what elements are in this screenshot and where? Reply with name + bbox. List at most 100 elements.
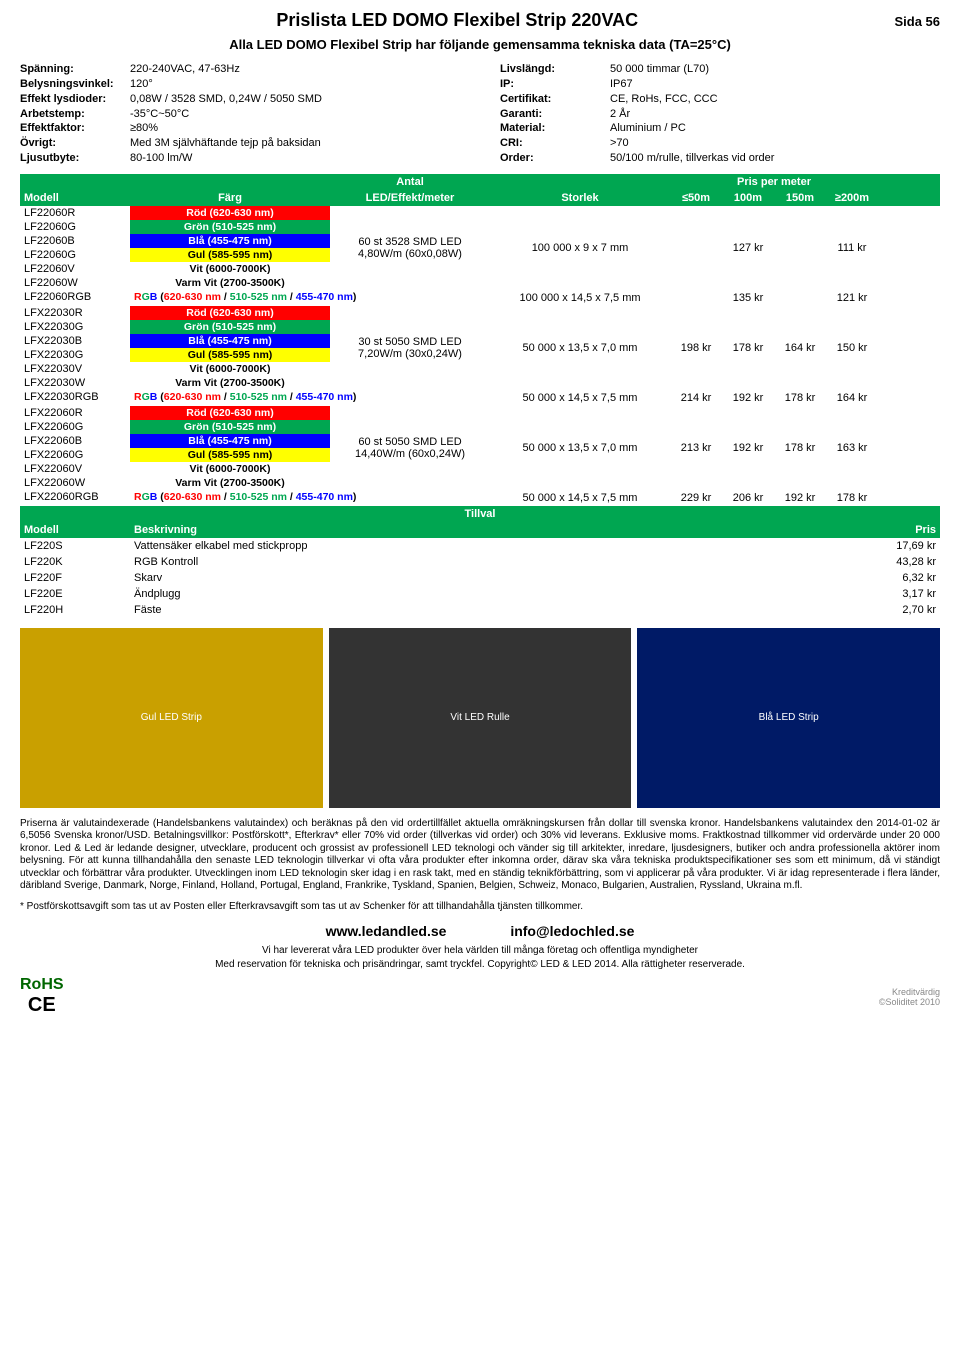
model-cell: LF22060G xyxy=(20,248,130,262)
header-100m: 100m xyxy=(722,190,774,206)
spec-value: 50 000 timmar (L70) xyxy=(610,62,940,77)
table-row: LFX22060G Grön (510-525 nm) xyxy=(20,420,330,434)
image-strip: Gul LED StripVit LED RulleBlå LED Strip xyxy=(20,628,940,808)
table-row: LFX22030G Grön (510-525 nm) xyxy=(20,320,330,334)
price-50m xyxy=(670,290,722,306)
model-cell: LFX22060V xyxy=(20,462,130,476)
color-swatch: Gul (585-595 nm) xyxy=(130,348,330,362)
tillval-pris: 3,17 kr xyxy=(860,586,940,602)
spec-value: ≥80% xyxy=(130,121,460,136)
price-100m: 127 kr xyxy=(722,206,774,290)
spec-label: Effekt lysdioder: xyxy=(20,92,130,107)
storlek-cell: 50 000 x 13,5 x 7,0 mm xyxy=(490,306,670,390)
table-row: LF22060B Blå (455-475 nm) xyxy=(20,234,330,248)
price-200m: 150 kr xyxy=(826,306,878,390)
spec-row: Spänning: 220-240VAC, 47-63Hz xyxy=(20,62,460,77)
model-cell: LFX22030G xyxy=(20,348,130,362)
storlek-cell: 100 000 x 9 x 7 mm xyxy=(490,206,670,290)
tillval-model: LF220H xyxy=(20,602,130,618)
model-cell: LFX22060W xyxy=(20,476,130,490)
spec-row: Material: Aluminium / PC xyxy=(500,121,940,136)
footer-url: www.ledandled.se xyxy=(326,923,447,939)
effekt-cell: 30 st 5050 SMD LED7,20W/m (30x0,24W) xyxy=(330,306,490,390)
model-cell: LFX22060RGB xyxy=(20,490,130,506)
color-swatch: Varm Vit (2700-3500K) xyxy=(130,476,330,490)
ce-badge: CE xyxy=(20,994,64,1017)
spec-value: Aluminium / PC xyxy=(610,121,940,136)
price-50m xyxy=(670,206,722,290)
color-swatch: Röd (620-630 nm) xyxy=(130,206,330,220)
footer-line1: Vi har levererat våra LED produkter över… xyxy=(20,945,940,956)
tillval-header-modell: Modell xyxy=(20,522,130,538)
tillval-model: LF220S xyxy=(20,538,130,554)
color-swatch: Vit (6000-7000K) xyxy=(130,462,330,476)
spec-row: Order: 50/100 m/rulle, tillverkas vid or… xyxy=(500,151,940,166)
spec-row: Övrigt: Med 3M självhäftande tejp på bak… xyxy=(20,136,460,151)
model-cell: LFX22030RGB xyxy=(20,390,130,406)
price-150m xyxy=(774,206,826,290)
table-row: LF22060R Röd (620-630 nm) xyxy=(20,206,330,220)
tillval-header-pris: Pris xyxy=(860,522,940,538)
color-swatch: Röd (620-630 nm) xyxy=(130,306,330,320)
price-200m: 164 kr xyxy=(826,390,878,406)
spec-value: 80-100 lm/W xyxy=(130,151,460,166)
rgb-swatch: RGB (620-630 nm / 510-525 nm / 455-470 n… xyxy=(130,390,490,406)
color-swatch: Gul (585-595 nm) xyxy=(130,448,330,462)
header-storlek: Storlek xyxy=(490,190,670,206)
tillval-row: LF220F Skarv 6,32 kr xyxy=(20,570,940,586)
spec-value: 50/100 m/rulle, tillverkas vid order xyxy=(610,151,940,166)
spec-row: Livslängd: 50 000 timmar (L70) xyxy=(500,62,940,77)
table-row: LFX22060V Vit (6000-7000K) xyxy=(20,462,330,476)
storlek-cell: 100 000 x 14,5 x 7,5 mm xyxy=(490,290,670,306)
footer: www.ledandled.se info@ledochled.se Vi ha… xyxy=(20,923,940,1017)
spec-row: Garanti: 2 År xyxy=(500,107,940,122)
spec-value: 0,08W / 3528 SMD, 0,24W / 5050 SMD xyxy=(130,92,460,107)
specs-block: Spänning: 220-240VAC, 47-63Hz Belysnings… xyxy=(20,62,940,166)
model-cell: LFX22060B xyxy=(20,434,130,448)
spec-label: Belysningsvinkel: xyxy=(20,77,130,92)
color-swatch: Grön (510-525 nm) xyxy=(130,220,330,234)
price-50m: 198 kr xyxy=(670,306,722,390)
tillval-model: LF220E xyxy=(20,586,130,602)
header-farg: Färg xyxy=(130,190,330,206)
model-cell: LF22060V xyxy=(20,262,130,276)
fine-print-2: * Postförskottsavgift som tas ut av Post… xyxy=(20,901,940,914)
page-number: Sida 56 xyxy=(894,14,940,29)
header-antal: Antal xyxy=(330,174,490,190)
spec-value: IP67 xyxy=(610,77,940,92)
soliditet-label: ©Soliditet 2010 xyxy=(879,997,940,1007)
rgb-swatch: RGB (620-630 nm / 510-525 nm / 455-470 n… xyxy=(130,290,490,306)
spec-row: Effekt lysdioder: 0,08W / 3528 SMD, 0,24… xyxy=(20,92,460,107)
spec-label: Arbetstemp: xyxy=(20,107,130,122)
model-cell: LFX22030V xyxy=(20,362,130,376)
price-200m: 111 kr xyxy=(826,206,878,290)
spec-label: CRI: xyxy=(500,136,610,151)
tillval-row: LF220K RGB Kontroll 43,28 kr xyxy=(20,554,940,570)
color-swatch: Vit (6000-7000K) xyxy=(130,262,330,276)
header-led: LED/Effekt/meter xyxy=(330,190,490,206)
color-swatch: Vit (6000-7000K) xyxy=(130,362,330,376)
table-row: LFX22060B Blå (455-475 nm) xyxy=(20,434,330,448)
table-row: LFX22030V Vit (6000-7000K) xyxy=(20,362,330,376)
price-50m: 213 kr xyxy=(670,406,722,490)
header-ppm: Pris per meter xyxy=(670,174,878,190)
spec-row: Certifikat: CE, RoHs, FCC, CCC xyxy=(500,92,940,107)
tillval-row: LF220H Fäste 2,70 kr xyxy=(20,602,940,618)
model-cell: LF22060R xyxy=(20,206,130,220)
spec-row: Effektfaktor: ≥80% xyxy=(20,121,460,136)
price-150m xyxy=(774,290,826,306)
color-swatch: Blå (455-475 nm) xyxy=(130,234,330,248)
table-row: LFX22030B Blå (455-475 nm) xyxy=(20,334,330,348)
color-swatch: Blå (455-475 nm) xyxy=(130,434,330,448)
storlek-cell: 50 000 x 14,5 x 7,5 mm xyxy=(490,490,670,506)
spec-label: Livslängd: xyxy=(500,62,610,77)
spec-label: Material: xyxy=(500,121,610,136)
spec-label: Spänning: xyxy=(20,62,130,77)
model-cell: LFX22030G xyxy=(20,320,130,334)
model-cell: LFX22060G xyxy=(20,448,130,462)
tillval-row: LF220S Vattensäker elkabel med stickprop… xyxy=(20,538,940,554)
page-title: Prislista LED DOMO Flexibel Strip 220VAC xyxy=(20,10,894,31)
table-row: LFX22060G Gul (585-595 nm) xyxy=(20,448,330,462)
color-swatch: Grön (510-525 nm) xyxy=(130,420,330,434)
model-cell: LF22060B xyxy=(20,234,130,248)
